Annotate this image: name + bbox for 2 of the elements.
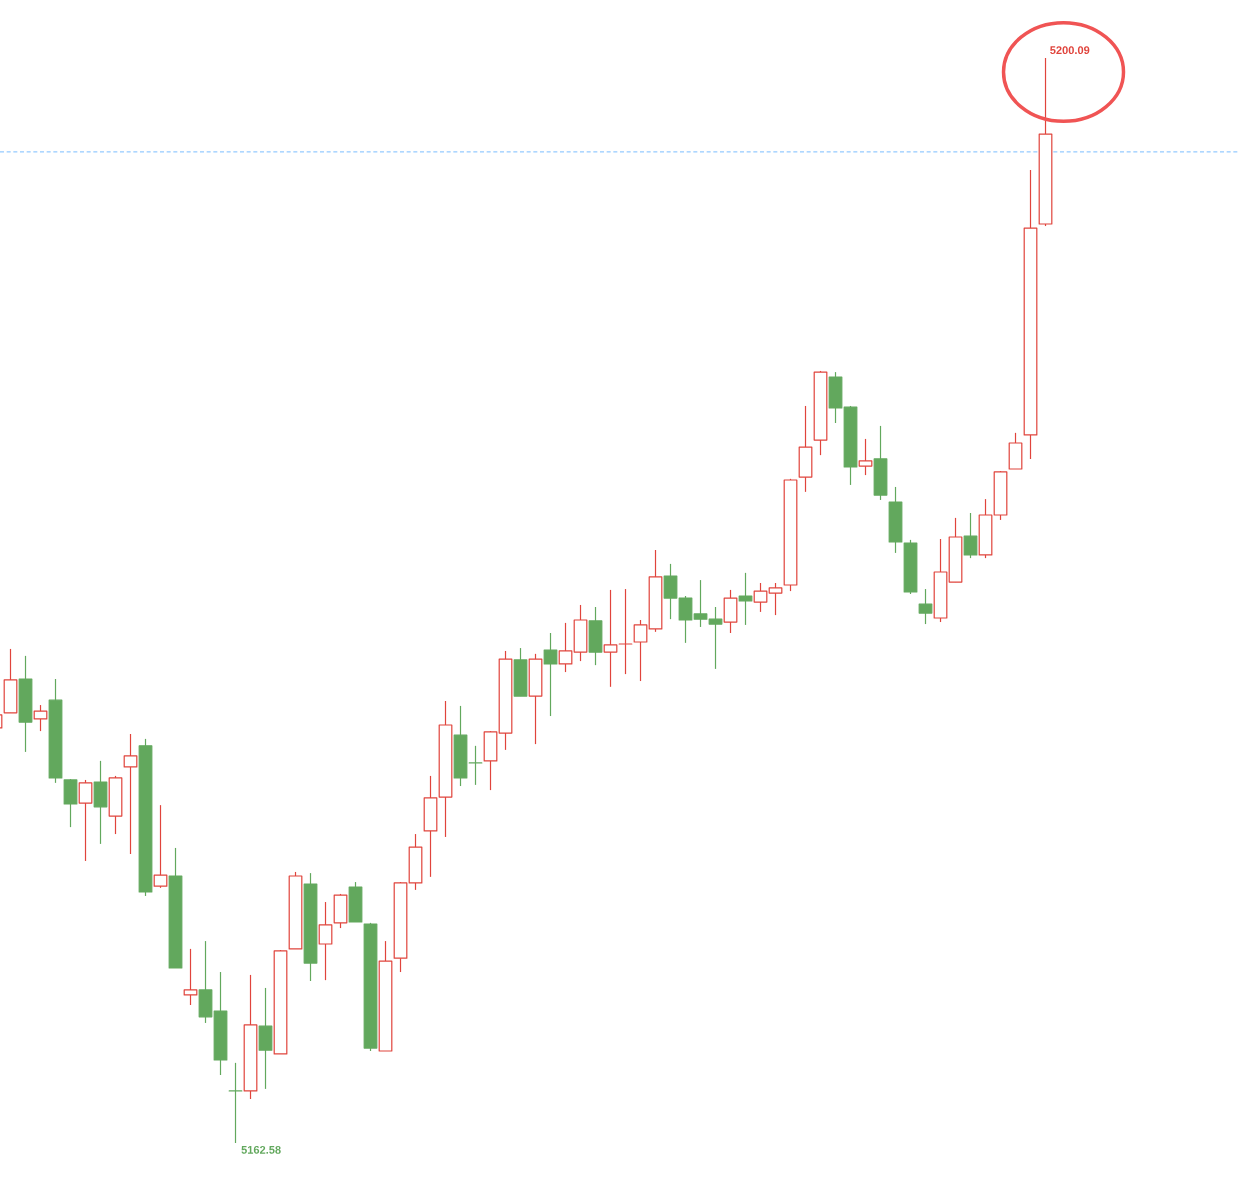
text: 5200.09 xyxy=(1050,46,1090,55)
text: 5162.58 xyxy=(241,1145,281,1154)
